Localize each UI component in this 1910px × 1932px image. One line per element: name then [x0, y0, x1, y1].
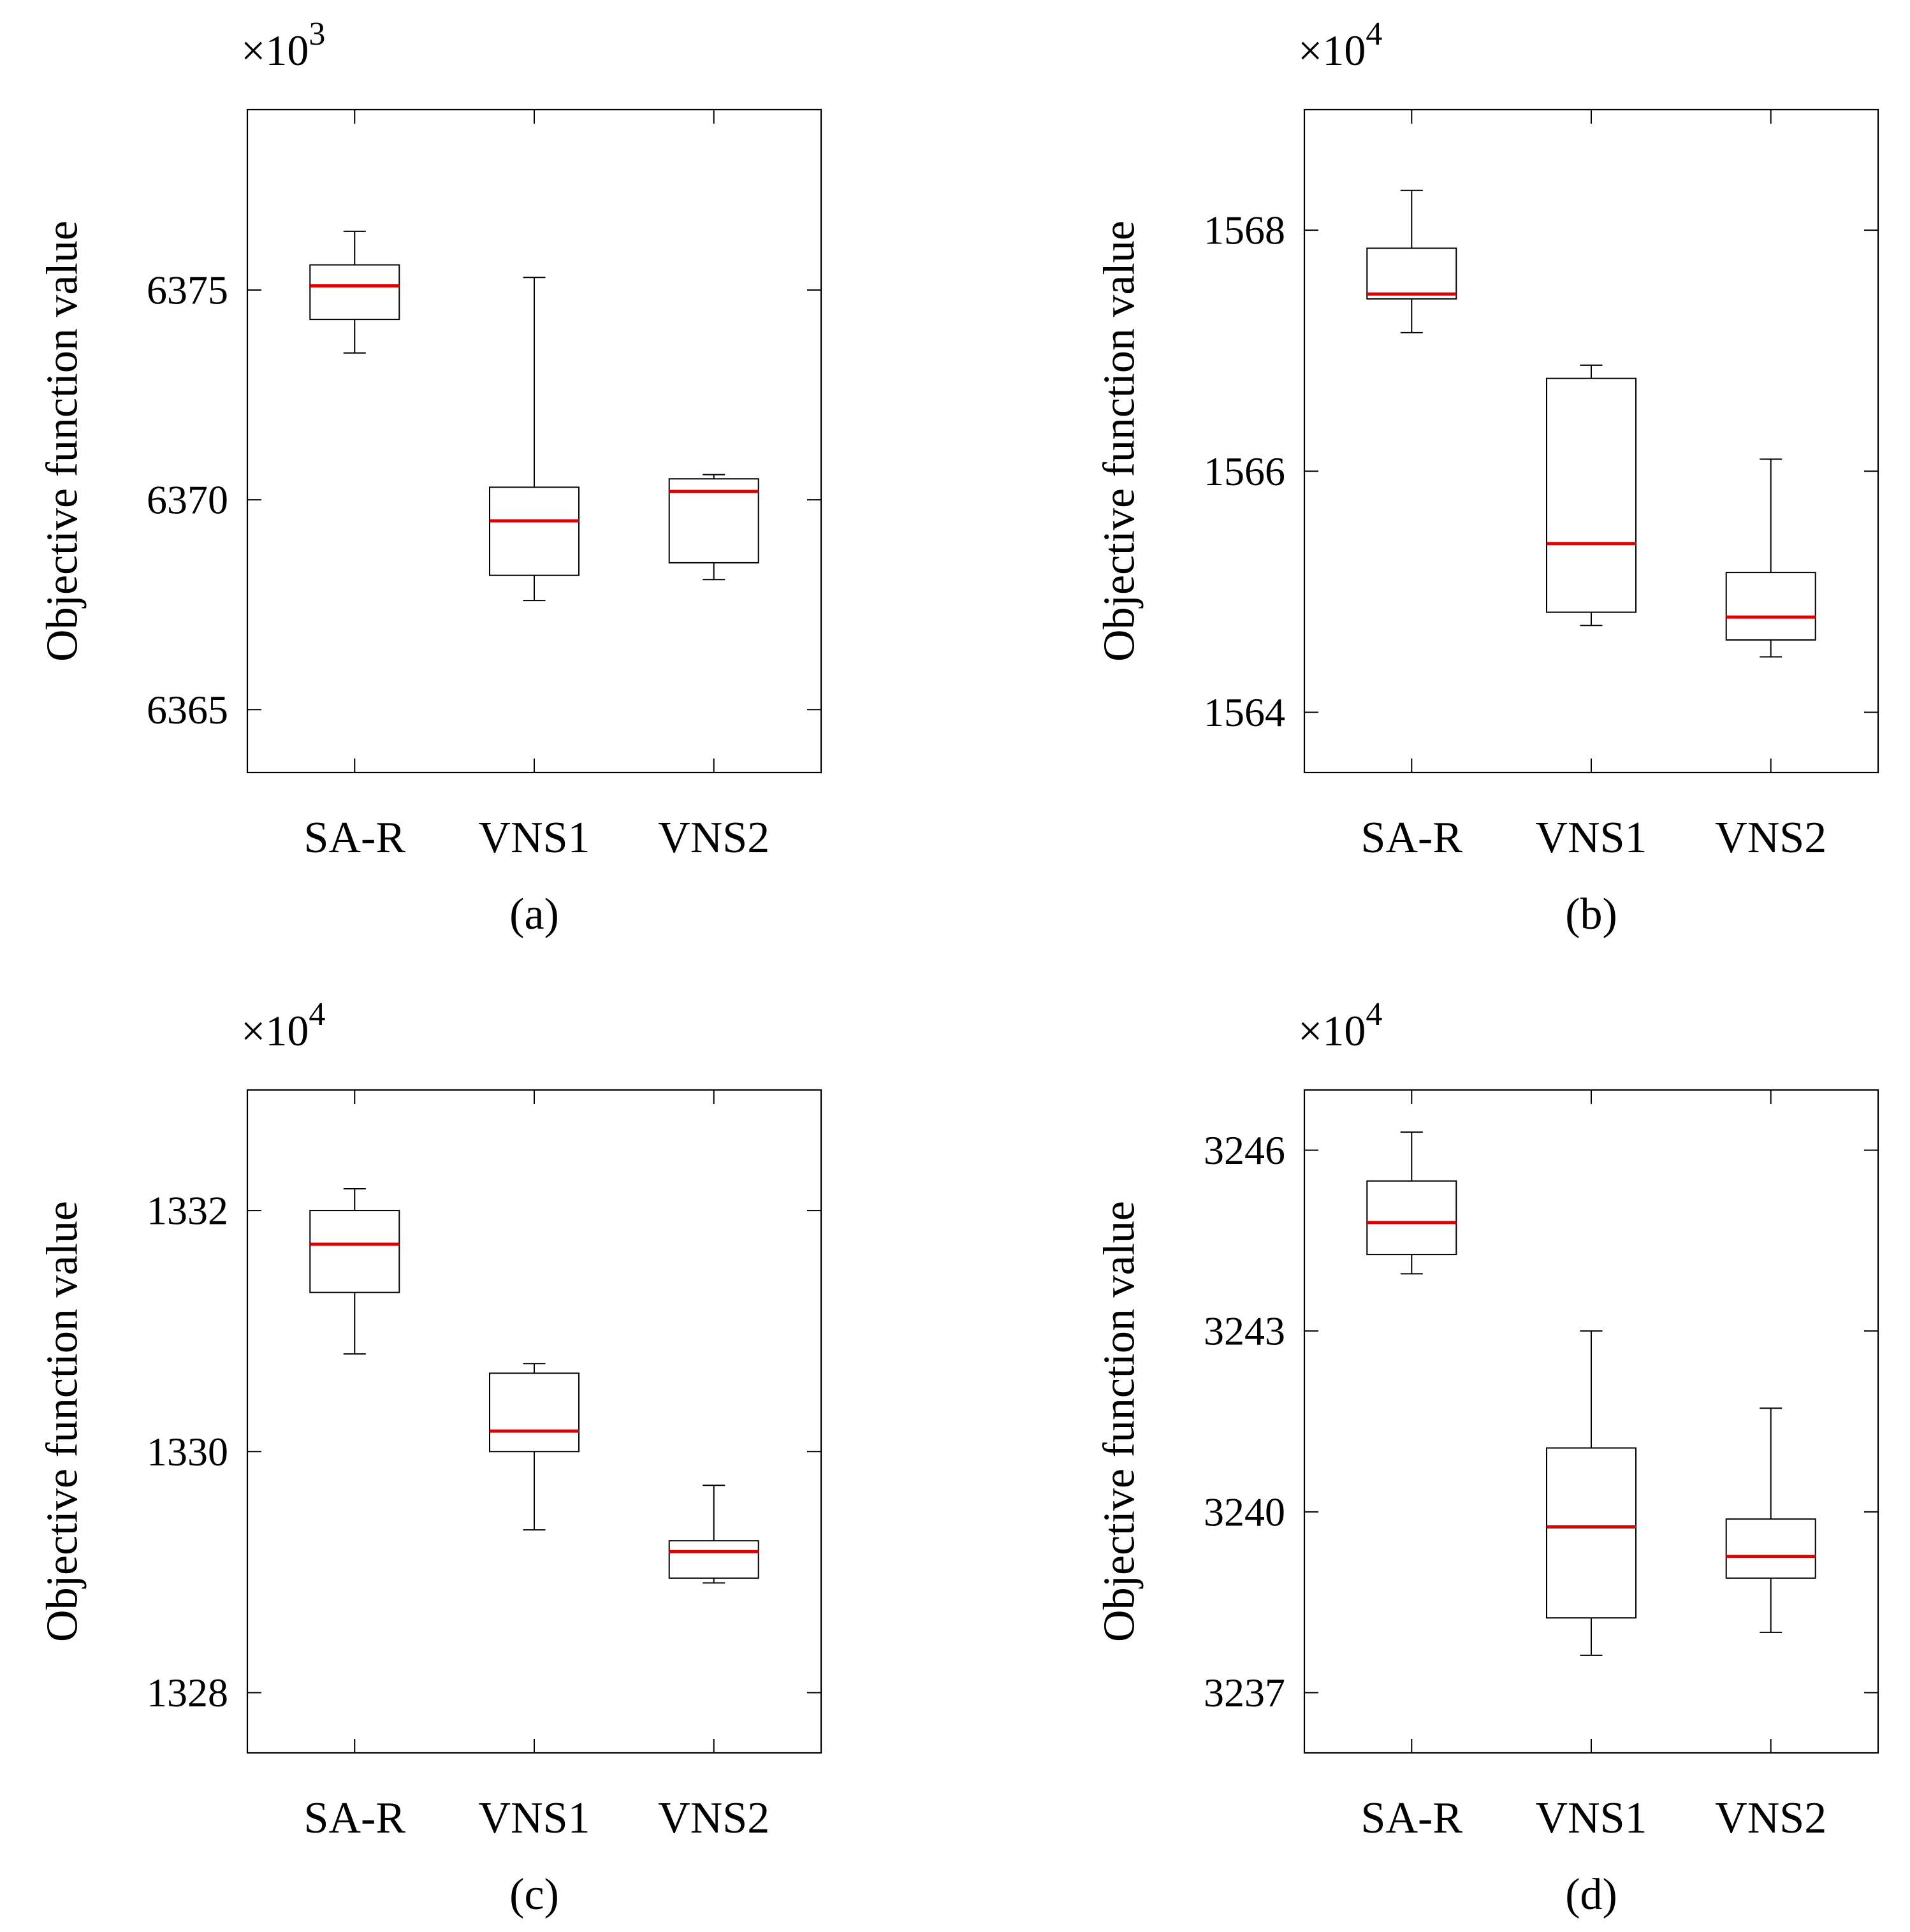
box-iqr [1725, 572, 1816, 641]
box-iqr [668, 478, 759, 563]
box-iqr [1546, 1447, 1637, 1619]
multiplier-exponent: 4 [309, 996, 325, 1033]
box-iqr [1366, 1180, 1457, 1256]
y-tick-label: 1564 [1204, 690, 1285, 735]
y-tick-label: 1328 [147, 1670, 228, 1715]
x-tick-label-vns2: VNS2 [1715, 1794, 1826, 1843]
box-iqr [309, 264, 400, 321]
x-tick-label-vns1: VNS1 [478, 1794, 590, 1843]
box-iqr [489, 486, 580, 576]
multiplier-base: ×10 [241, 26, 309, 75]
y-axis-label: Objective function value [1095, 1201, 1144, 1642]
box-iqr [1366, 247, 1457, 300]
x-tick-label-vns1: VNS1 [478, 813, 590, 862]
y-tick-label: 1330 [147, 1429, 228, 1474]
y-tick-label: 3246 [1204, 1128, 1285, 1173]
x-tick-label-sa-r: SA-R [1361, 813, 1463, 862]
panel-label: (a) [509, 890, 559, 939]
x-tick-label-vns1: VNS1 [1535, 813, 1647, 862]
y-tick-label: 3240 [1204, 1489, 1285, 1534]
axis-multiplier: ×104 [241, 996, 325, 1055]
box-iqr [489, 1372, 580, 1453]
panel-label: (d) [1565, 1870, 1617, 1919]
x-tick-label-vns2: VNS2 [658, 813, 769, 862]
y-tick-label: 3237 [1204, 1670, 1285, 1715]
y-axis-label: Objective function value [1095, 221, 1144, 662]
axis-multiplier: ×104 [1298, 16, 1382, 75]
panel-b: Objective function value ×104 SA-R VNS1 … [1095, 16, 1879, 939]
box-iqr [1546, 377, 1637, 613]
x-tick-label-sa-r: SA-R [304, 1794, 406, 1843]
y-tick-label: 6365 [147, 687, 228, 732]
x-tick-label-sa-r: SA-R [304, 813, 406, 862]
multiplier-base: ×10 [1298, 26, 1366, 75]
box-iqr [309, 1210, 400, 1293]
panel-label: (c) [509, 1870, 559, 1919]
box-iqr [668, 1540, 759, 1579]
x-tick-label-vns1: VNS1 [1535, 1794, 1647, 1843]
multiplier-exponent: 4 [1366, 996, 1382, 1033]
y-axis-label: Objective function value [38, 221, 87, 662]
multiplier-base: ×10 [241, 1006, 309, 1055]
y-tick-label: 3243 [1204, 1309, 1285, 1354]
multiplier-base: ×10 [1298, 1006, 1366, 1055]
multiplier-exponent: 3 [309, 16, 325, 52]
y-tick-label: 1568 [1204, 208, 1285, 253]
y-tick-label: 1566 [1204, 449, 1285, 494]
y-tick-label: 6370 [147, 477, 228, 523]
x-tick-label-sa-r: SA-R [1361, 1794, 1463, 1843]
y-tick-label: 6375 [147, 268, 228, 313]
panel-c: Objective function value ×104 SA-R VNS1 … [38, 996, 822, 1919]
x-tick-label-vns2: VNS2 [1715, 813, 1826, 862]
y-axis-label: Objective function value [38, 1201, 87, 1642]
multiplier-exponent: 4 [1366, 16, 1382, 52]
y-tick-label: 1332 [147, 1188, 228, 1233]
panel-label: (b) [1565, 890, 1617, 939]
box-iqr [1725, 1518, 1816, 1579]
axis-multiplier: ×104 [1298, 996, 1382, 1055]
x-tick-label-vns2: VNS2 [658, 1794, 769, 1843]
axis-multiplier: ×103 [241, 16, 325, 75]
panel-a: Objective function value ×103 SA-R VNS1 … [38, 16, 822, 939]
panel-d: Objective function value ×104 SA-R VNS1 … [1095, 996, 1879, 1919]
